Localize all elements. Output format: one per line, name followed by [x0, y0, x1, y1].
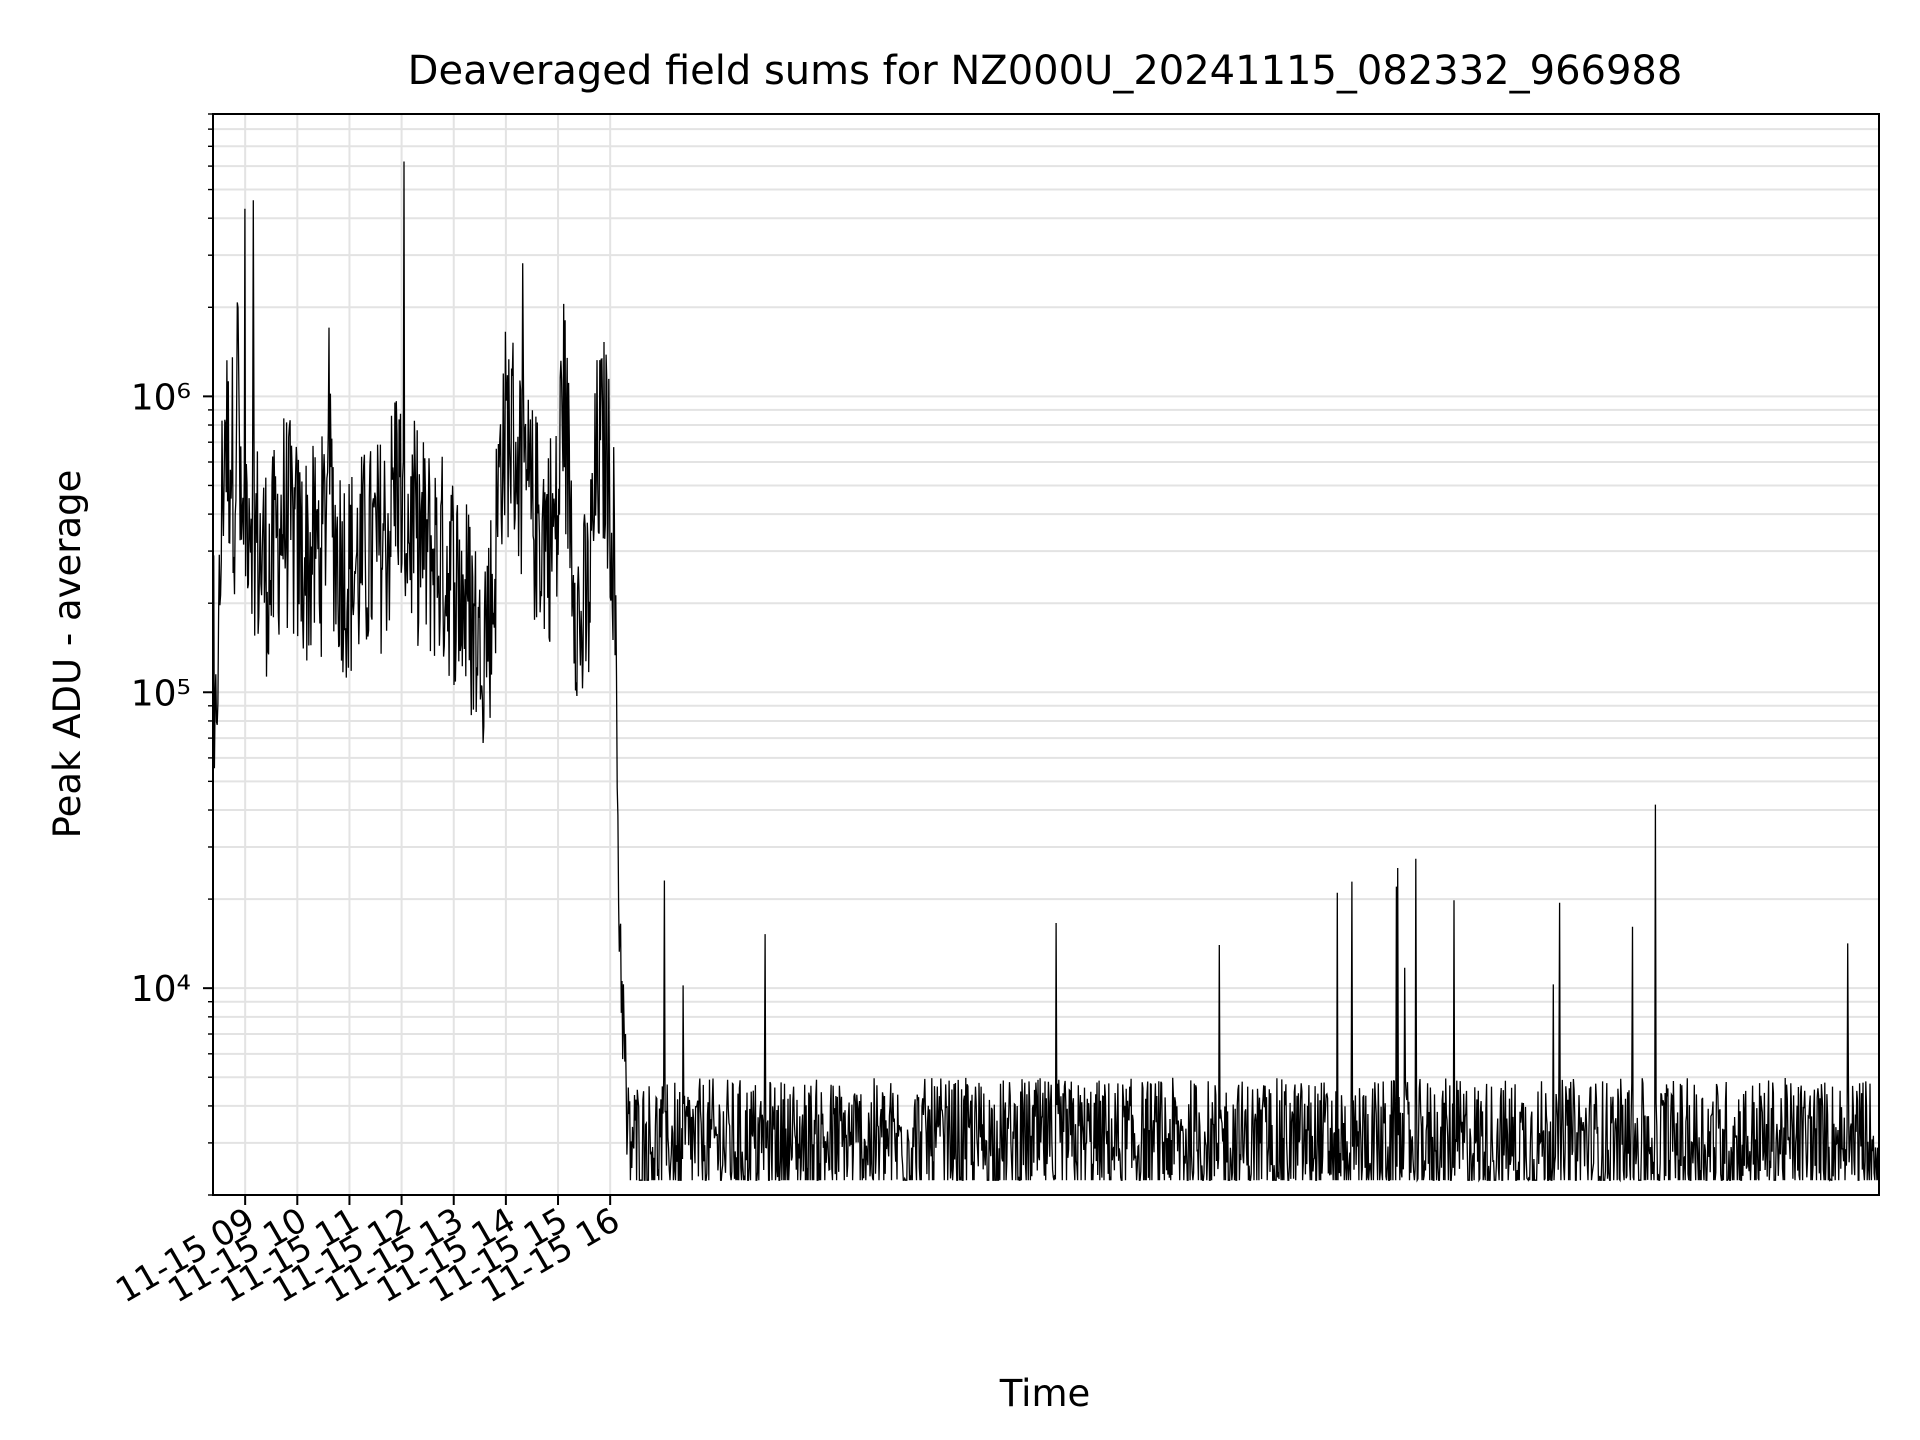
- plot-frame: [212, 113, 1880, 1196]
- y-tick-label: 10⁵: [131, 673, 191, 714]
- x-axis-label: Time: [999, 1372, 1091, 1415]
- series-line: [212, 161, 1880, 1183]
- y-tick-label: 10⁴: [131, 969, 191, 1010]
- chart-title: Deaveraged field sums for NZ000U_2024111…: [408, 48, 1683, 94]
- series-group: [212, 161, 1880, 1183]
- y-tick-label: 10⁶: [131, 377, 191, 418]
- grid-lines: [213, 113, 1879, 1196]
- y-axis-ticks: 10⁴ 10⁵ 10⁶: [131, 113, 213, 1196]
- y-axis-label: Peak ADU - average: [46, 470, 89, 839]
